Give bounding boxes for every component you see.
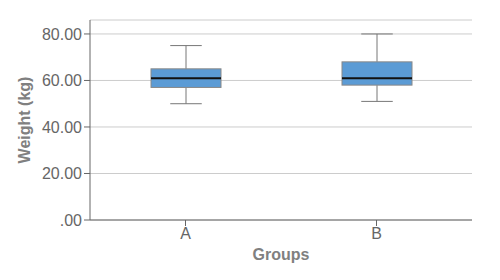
svg-text:Weight (kg): Weight (kg) (16, 77, 33, 164)
svg-text:60.00: 60.00 (42, 72, 82, 89)
svg-text:B: B (371, 225, 382, 242)
svg-text:80.00: 80.00 (42, 26, 82, 43)
svg-text:.00: .00 (60, 212, 82, 229)
svg-text:40.00: 40.00 (42, 119, 82, 136)
svg-text:Groups: Groups (253, 246, 310, 263)
svg-text:A: A (180, 225, 191, 242)
svg-text:20.00: 20.00 (42, 165, 82, 182)
